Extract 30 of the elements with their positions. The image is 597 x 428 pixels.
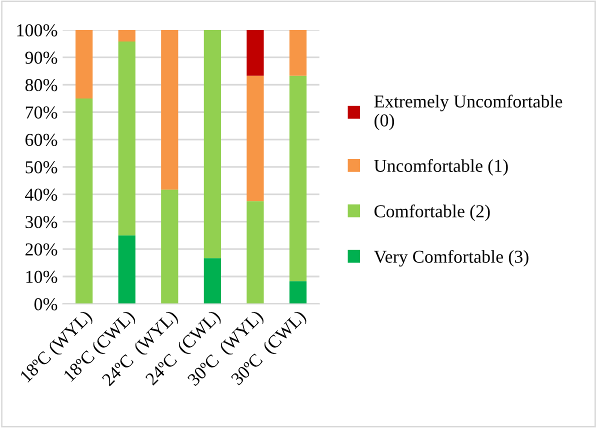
y-tick-label: 90% (25, 52, 58, 64)
bar (76, 98, 93, 304)
y-tick-label: 30% (26, 216, 58, 228)
bar (118, 41, 136, 236)
y-tick-label: 80% (25, 79, 58, 92)
y-tick-label: 70% (26, 106, 58, 119)
legend-label: Very Comfortable (3) (374, 250, 528, 267)
y-tick-label: 40% (25, 188, 58, 201)
bar (289, 30, 307, 76)
y-tick-label: 60% (26, 134, 58, 146)
y-tick-label: 10% (26, 270, 58, 283)
y-tick-label: 0% (34, 298, 58, 310)
legend-label: Uncomfortable (1) (374, 159, 508, 176)
y-tick-label: 50% (26, 161, 58, 174)
bar (246, 76, 264, 202)
bar (289, 281, 307, 304)
bar (204, 258, 221, 304)
bar (118, 235, 136, 304)
bar (76, 30, 93, 98)
legend-label: Comfortable (2) (374, 204, 490, 222)
y-tick-label: 20% (26, 243, 58, 256)
bar (246, 30, 264, 76)
bar (204, 30, 221, 258)
bar (289, 76, 307, 282)
y-tick-label: 100% (17, 24, 58, 36)
bar (161, 30, 178, 190)
legend-label: Extremely Uncomfortable (0) (374, 94, 562, 130)
bar (118, 30, 136, 42)
bar (246, 201, 264, 304)
bar (161, 190, 178, 304)
